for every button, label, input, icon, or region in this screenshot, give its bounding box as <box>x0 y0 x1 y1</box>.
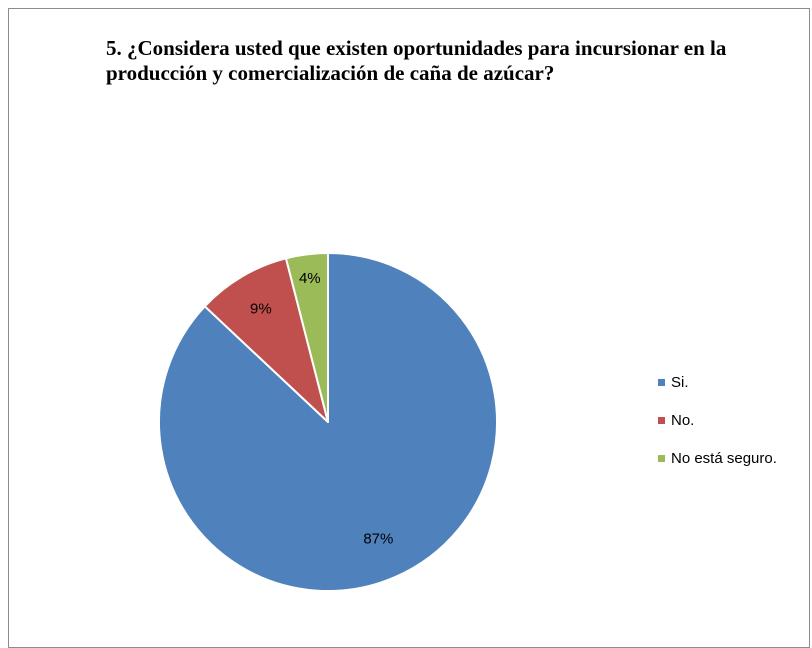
legend-item-no-esta-seguro: No está seguro. <box>658 448 777 468</box>
legend-item-no: No. <box>658 410 777 430</box>
legend-label-si: Si. <box>671 374 689 391</box>
pie-chart: 87% 9% 4% <box>0 0 812 633</box>
legend-swatch-si <box>658 379 665 386</box>
legend-label-no: No. <box>671 412 694 429</box>
legend-label-no-esta-seguro: No está seguro. <box>671 450 777 467</box>
data-label-si: 87% <box>363 530 393 547</box>
legend-swatch-no <box>658 417 665 424</box>
data-label-no: 9% <box>250 301 272 318</box>
legend-swatch-no-esta-seguro <box>658 455 665 462</box>
data-label-no-esta-seguro: 4% <box>299 270 321 287</box>
legend: Si. No. No está seguro. <box>658 372 777 486</box>
legend-item-si: Si. <box>658 372 777 392</box>
